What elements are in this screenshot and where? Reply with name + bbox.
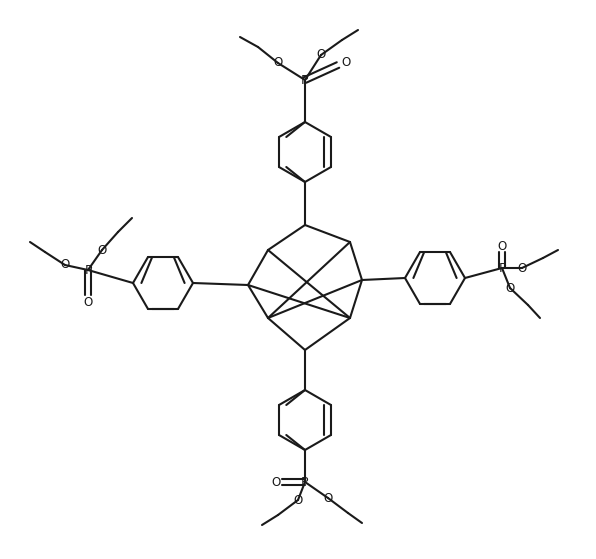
Text: O: O [60, 258, 70, 272]
Text: P: P [301, 73, 309, 87]
Text: O: O [83, 296, 92, 309]
Text: O: O [274, 56, 283, 69]
Text: P: P [301, 476, 309, 489]
Text: O: O [324, 491, 333, 505]
Text: O: O [498, 239, 507, 253]
Text: O: O [342, 55, 350, 69]
Text: O: O [517, 262, 527, 274]
Text: P: P [84, 263, 92, 277]
Text: O: O [505, 282, 514, 295]
Text: O: O [293, 494, 303, 506]
Text: O: O [97, 244, 107, 257]
Text: O: O [316, 49, 325, 61]
Text: P: P [498, 262, 506, 274]
Text: O: O [271, 476, 281, 489]
